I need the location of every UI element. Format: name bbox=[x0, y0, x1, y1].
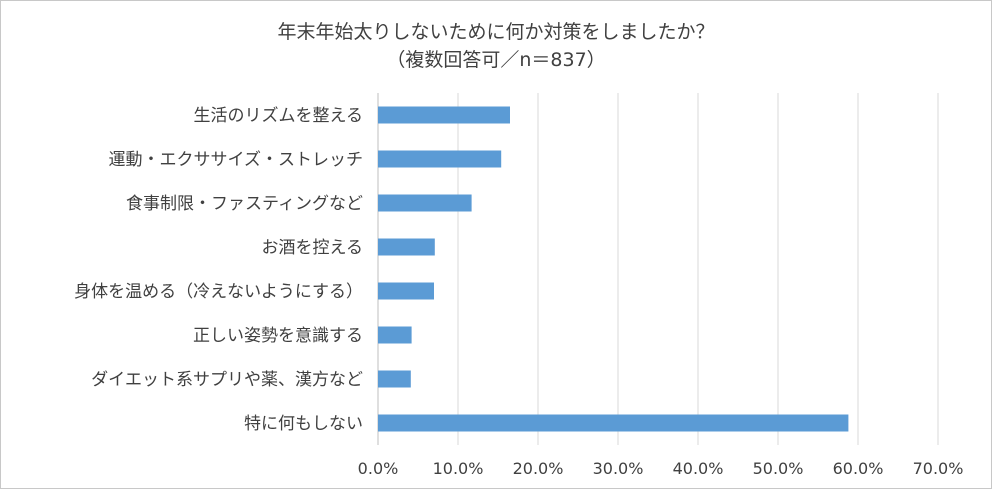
x-tick-label: 10.0% bbox=[433, 459, 484, 478]
x-tick-labels: 0.0% 10.0% 20.0% 30.0% 40.0% 50.0% 60.0% 70.0% bbox=[358, 459, 964, 478]
category-label: お酒を控える bbox=[262, 238, 364, 258]
chart-title-line-2: （複数回答可／n＝837） bbox=[386, 49, 605, 71]
category-label: 正しい姿勢を意識する bbox=[193, 326, 363, 346]
bar bbox=[378, 370, 411, 388]
category-label: ダイエット系サプリや薬、漢方など bbox=[91, 370, 363, 390]
bar bbox=[378, 238, 435, 256]
gridlines bbox=[377, 93, 939, 445]
chart-title: 年末年始太りしないために何か対策をしましたか？ （複数回答可／n＝837） bbox=[277, 21, 714, 71]
x-tick-label: 30.0% bbox=[593, 459, 644, 478]
x-tick-label: 70.0% bbox=[913, 459, 964, 478]
category-label: 食事制限・ファスティングなど bbox=[126, 194, 363, 214]
category-label: 特に何もしない bbox=[244, 414, 363, 434]
x-tick-label: 40.0% bbox=[673, 459, 724, 478]
bar bbox=[378, 106, 510, 124]
category-label: 身体を温める（冷えないようにする） bbox=[74, 282, 363, 302]
category-label: 運動・エクササイズ・ストレッチ bbox=[109, 150, 364, 170]
bar bbox=[378, 414, 849, 432]
chart-title-line-1: 年末年始太りしないために何か対策をしましたか？ bbox=[277, 21, 714, 43]
bars bbox=[378, 106, 849, 432]
x-tick-label: 20.0% bbox=[513, 459, 564, 478]
bar bbox=[378, 282, 434, 300]
x-tick-label: 0.0% bbox=[358, 459, 399, 478]
x-tick-label: 50.0% bbox=[753, 459, 804, 478]
bar bbox=[378, 150, 502, 168]
bar bbox=[378, 194, 472, 212]
category-label: 生活のリズムを整える bbox=[194, 106, 364, 126]
bar bbox=[378, 326, 412, 344]
category-labels: 生活のリズムを整える運動・エクササイズ・ストレッチ食事制限・ファスティングなどお… bbox=[74, 106, 363, 434]
x-tick-label: 60.0% bbox=[833, 459, 884, 478]
